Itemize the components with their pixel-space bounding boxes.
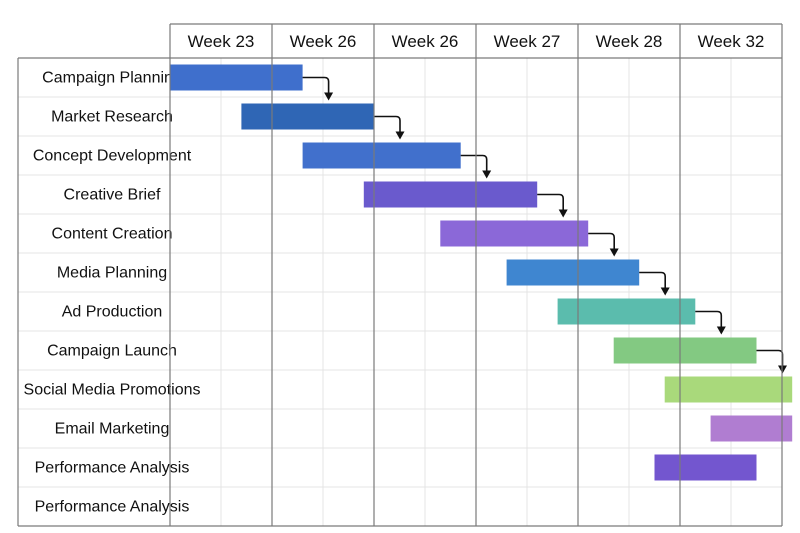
dependency-connector <box>460 154 488 173</box>
grid <box>18 58 782 526</box>
task-label: Social Media Promotions <box>24 382 201 399</box>
task-bar <box>654 454 757 481</box>
task-label: Concept Development <box>33 148 192 165</box>
task-bar <box>363 181 538 208</box>
dependency-arrowhead <box>558 209 568 218</box>
chart-frame <box>17 23 783 527</box>
week-header: Week 23 <box>188 32 255 51</box>
task-bar <box>613 337 757 364</box>
task-bars <box>170 64 793 481</box>
task-label: Creative Brief <box>64 187 161 204</box>
dependency-arrowhead <box>482 170 492 179</box>
task-labels: Campaign Planning Market Research Concept … <box>24 70 201 516</box>
dependency-arrowhead <box>716 326 726 335</box>
week-header: Week 26 <box>290 32 357 51</box>
task-bar <box>170 64 303 91</box>
task-bar <box>664 376 793 403</box>
week-header: Week 32 <box>698 32 765 51</box>
week-header: Week 26 <box>392 32 459 51</box>
dependency-arrowhead <box>395 131 405 140</box>
task-label: Performance Analysis <box>35 460 190 477</box>
dependency-arrowhead <box>660 287 670 296</box>
task-bar <box>506 259 640 286</box>
week-header: Week 28 <box>596 32 663 51</box>
task-bar <box>710 415 793 442</box>
dependency-connector <box>374 115 401 134</box>
task-label: Email Marketing <box>55 421 170 438</box>
week-header: Week 27 <box>494 32 561 51</box>
task-label: Performance Analysis <box>35 499 190 516</box>
week-headers: Week 23 Week 26 Week 26 Week 27 Week 28 Week … <box>188 32 765 51</box>
task-bar <box>302 142 461 169</box>
dependency-arrowhead <box>609 248 619 257</box>
task-bar <box>440 220 589 247</box>
task-bar <box>241 103 374 130</box>
task-label: Campaign Launch <box>47 343 177 360</box>
task-label: Campaign Planning <box>42 70 182 87</box>
dependency-connector <box>695 310 723 329</box>
dependency-connector <box>588 232 615 251</box>
task-label: Media Planning <box>57 265 167 282</box>
task-bar <box>557 298 696 325</box>
dependency-connector <box>537 193 564 212</box>
task-label: Content Creation <box>52 226 173 243</box>
dependency-connector <box>639 271 666 290</box>
dependency-arrowhead <box>324 92 334 101</box>
dependency-connector <box>302 76 330 95</box>
dependency-connector <box>756 349 784 368</box>
task-label: Ad Production <box>62 304 163 321</box>
task-label: Market Research <box>51 109 173 126</box>
